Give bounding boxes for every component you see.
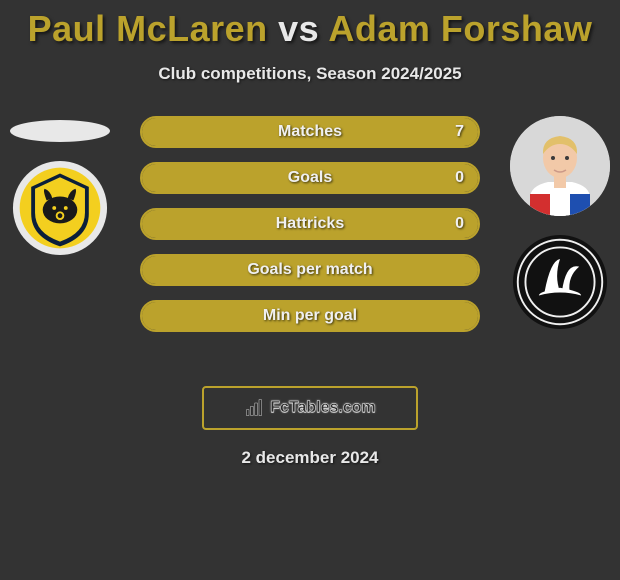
right-player-slot xyxy=(510,116,610,330)
stat-value-right: 7 xyxy=(455,123,464,141)
stat-row: Goals0 xyxy=(140,162,480,194)
brand-banner: FcTables.com xyxy=(202,386,418,430)
chart-icon xyxy=(244,398,264,418)
oxford-united-badge-icon xyxy=(12,160,108,256)
player1-name: Paul McLaren xyxy=(28,8,268,49)
stat-row: Hattricks0 xyxy=(140,208,480,240)
subtitle: Club competitions, Season 2024/2025 xyxy=(0,64,620,84)
stat-row: Matches7 xyxy=(140,116,480,148)
plymouth-argyle-badge-icon xyxy=(512,234,608,330)
stat-bars: Matches7Goals0Hattricks0Goals per matchM… xyxy=(140,116,480,346)
comparison-title: Paul McLaren vs Adam Forshaw xyxy=(0,0,620,50)
date-label: 2 december 2024 xyxy=(0,448,620,468)
player1-photo-placeholder xyxy=(10,120,110,142)
comparison-body: Matches7Goals0Hattricks0Goals per matchM… xyxy=(0,116,620,376)
stat-value-right: 0 xyxy=(455,215,464,233)
vs-label: vs xyxy=(278,8,319,49)
stat-value-right: 0 xyxy=(455,169,464,187)
left-player-slot xyxy=(10,116,110,256)
stat-row: Min per goal xyxy=(140,300,480,332)
player2-club-badge xyxy=(512,234,608,330)
player2-name: Adam Forshaw xyxy=(328,8,592,49)
brand-text: FcTables.com xyxy=(270,399,376,417)
stat-label: Goals per match xyxy=(142,261,478,279)
stat-row: Goals per match xyxy=(140,254,480,286)
player2-face-icon xyxy=(510,116,610,216)
stat-label: Goals xyxy=(142,169,478,187)
player1-club-badge xyxy=(12,160,108,256)
stat-label: Hattricks xyxy=(142,215,478,233)
stat-label: Min per goal xyxy=(142,307,478,325)
player2-photo xyxy=(510,116,610,216)
stat-label: Matches xyxy=(142,123,478,141)
